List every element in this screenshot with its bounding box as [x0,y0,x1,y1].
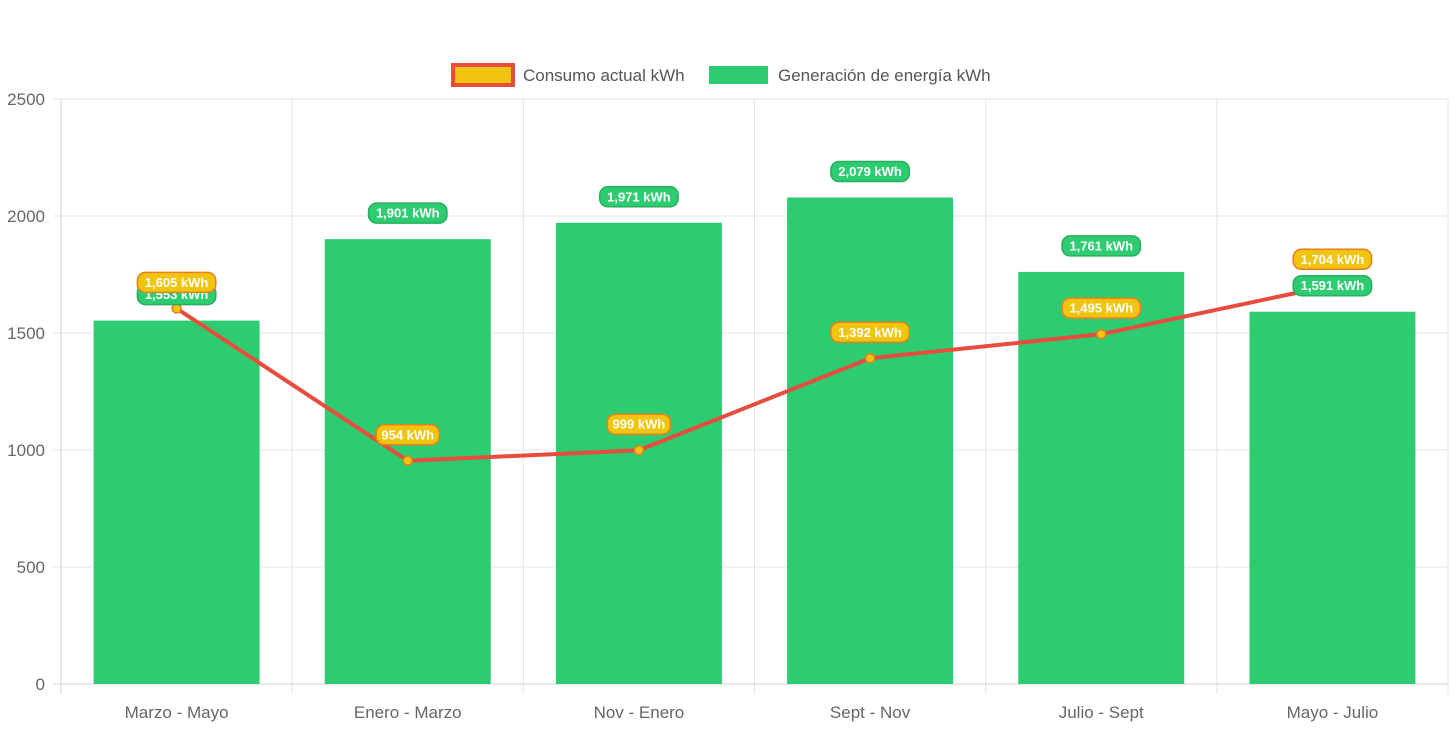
y-axis: 0 500 1000 1500 2000 2500 [7,90,45,694]
bar-data-label: 2,079 kWh [830,160,911,183]
bar-data-label-bg [1061,235,1142,257]
bar-data-label: 1,591 kWh [1292,274,1373,297]
line-data-label: 954 kWh [375,424,441,446]
x-axis: Marzo - Mayo Enero - Marzo Nov - Enero Sept… [125,703,1379,722]
line-data-label-bg [830,321,911,344]
bar-data-label-text: 1,971 kWh [607,189,671,204]
bar[interactable] [1249,311,1416,684]
line-data-label-bg [136,271,217,294]
line-data-label-bg [1292,248,1373,271]
bar-data-label-text: 1,761 kWh [1069,238,1133,253]
line-data-label-text: 1,392 kWh [838,325,902,340]
x-tick-label: Mayo - Julio [1287,703,1379,722]
bar-data-label-text: 1,591 kWh [1301,278,1365,293]
legend-label-consumo: Consumo actual kWh [523,66,685,85]
x-tick-label: Enero - Marzo [354,703,462,722]
legend-swatch-consumo [451,63,515,87]
gridlines [53,98,1449,694]
y-tick-label: 500 [17,558,45,577]
bar-data-label-text: 1,901 kWh [376,206,440,221]
consumo-line [175,283,1333,463]
bar-data-label: 1,761 kWh [1061,235,1142,257]
bar-data-label-bg [598,186,679,208]
bar[interactable] [93,320,260,684]
x-tick-label: Nov - Enero [594,703,685,722]
legend-item-generacion[interactable]: Generación de energía kWh [709,66,991,85]
x-tick-label: Sept - Nov [830,703,911,722]
bar-data-label-bg [830,160,911,183]
legend-label-generacion: Generación de energía kWh [778,66,991,85]
bar[interactable] [787,197,954,684]
line-point[interactable] [1096,328,1107,340]
line-data-label-bg [606,413,672,435]
line-data-label: 1,704 kWh [1292,248,1373,271]
y-tick-label: 2000 [7,207,45,226]
line-data-labels: 1,605 kWh 954 kWh 999 kWh 1,392 kWh 1,495 kW… [136,248,1373,446]
bar-data-label-bg [1292,274,1373,297]
line-data-label-text: 999 kWh [613,417,666,432]
x-tick-label: Marzo - Mayo [125,703,229,722]
line-data-label-bg [1061,297,1142,319]
line-data-label: 1,495 kWh [1061,297,1142,319]
line-data-label: 1,392 kWh [830,321,911,344]
y-tick-label: 1000 [7,441,45,460]
line-point[interactable] [402,455,413,467]
y-tick-label: 2500 [7,90,45,109]
bar-data-label-bg [367,202,448,224]
x-tick-label: Julio - Sept [1059,703,1144,722]
line-point[interactable] [633,444,645,456]
line-data-label-text: 954 kWh [381,427,434,442]
bar-data-label: 1,901 kWh [367,202,448,224]
line-point[interactable] [864,353,876,364]
line-data-label-bg [375,424,441,446]
line-data-label-text: 1,605 kWh [145,275,209,290]
bar-series-generacion [93,197,1416,684]
bar-data-label-text: 2,079 kWh [838,164,902,179]
y-tick-label: 1500 [7,324,45,343]
line-data-label: 1,605 kWh [136,271,217,294]
line-data-label: 999 kWh [606,413,672,435]
line-data-label-text: 1,704 kWh [1301,252,1365,267]
legend-swatch-generacion [709,66,768,84]
line-data-label-text: 1,495 kWh [1069,301,1133,316]
bar-data-label: 1,971 kWh [598,186,679,208]
legend-item-consumo[interactable]: Consumo actual kWh [451,63,685,87]
y-tick-label: 0 [36,675,45,694]
legend: Consumo actual kWh Generación de energía… [451,63,991,87]
